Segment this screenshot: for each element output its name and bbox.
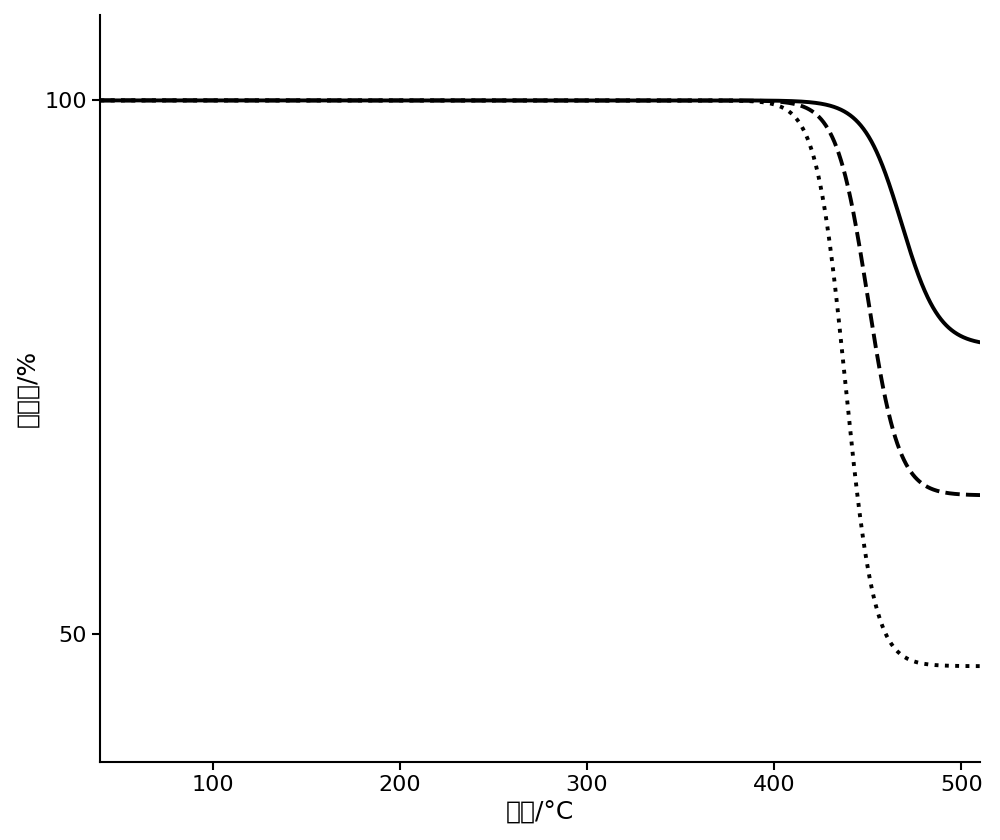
Y-axis label: 质量比/%: 质量比/% xyxy=(15,350,39,428)
X-axis label: 温度/°C: 温度/°C xyxy=(506,801,574,825)
